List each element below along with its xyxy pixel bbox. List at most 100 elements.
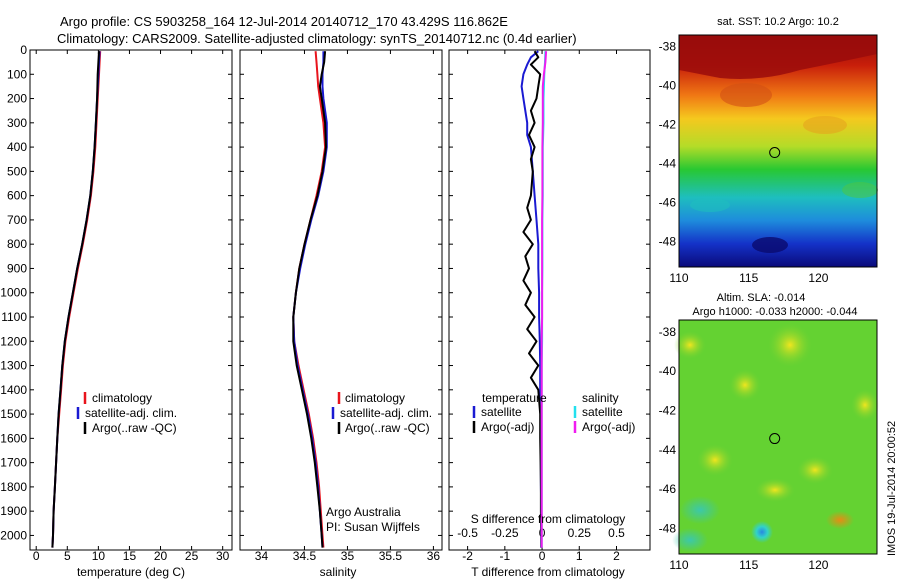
salinity-xlabel: salinity (320, 565, 357, 579)
salinity-panel-frame (239, 49, 443, 551)
figure-title-line2: Climatology: CARS2009. Satellite-adjuste… (57, 31, 577, 46)
x-tick-label: 36 (427, 549, 441, 563)
series-line-argo-raw-qc- (292, 51, 327, 548)
x-tick-label: 2 (613, 549, 620, 563)
map-y-tick-label: -46 (659, 196, 677, 210)
x-top-tick-label: 0.25 (568, 526, 592, 540)
legend-title-salinity: salinity (582, 391, 619, 405)
map-y-tick-label: -42 (659, 118, 677, 132)
map-y-tick-label: -42 (659, 403, 677, 417)
sst-map-image (679, 35, 878, 267)
y-tick-label: 900 (7, 261, 27, 275)
map-y-tick-label: -44 (659, 157, 677, 171)
legend-label-t-satellite: satellite (481, 405, 522, 419)
difference-series (520, 50, 548, 548)
salinity-legend: climatology satellite-adj. clim. Argo(..… (331, 391, 432, 435)
y-tick-label: 1300 (0, 359, 27, 373)
sla-map-title: Altim. SLA: -0.014 (717, 292, 806, 304)
sla-map-frame (678, 319, 878, 555)
sla-map-subtitle: Argo h1000: -0.033 h2000: -0.044 (692, 306, 857, 318)
map-x-tick-label: 120 (808, 271, 828, 285)
sla-map-image (672, 320, 879, 554)
temperature-xlabel: temperature (deg C) (77, 565, 185, 579)
y-tick-label: 1000 (0, 286, 27, 300)
legend-label-t-argo: Argo(-adj) (481, 420, 534, 434)
map-x-tick-label: 120 (808, 558, 828, 572)
series-line-climatology (292, 51, 327, 548)
x-tick-label: 10 (92, 549, 106, 563)
y-tick-label: 100 (7, 67, 27, 81)
legend-label-satellite: satellite-adj. clim. (340, 406, 432, 420)
y-tick-label: 200 (7, 92, 27, 106)
y-tick-label: 500 (7, 164, 27, 178)
series-line-satellite-adj-clim- (292, 51, 328, 548)
x-tick-label: 5 (64, 549, 71, 563)
y-tick-label: 1600 (0, 431, 27, 445)
temperature-legend: climatology satellite-adj. clim. Argo(..… (76, 391, 177, 435)
map-y-tick-label: -44 (659, 443, 677, 457)
imos-timestamp-text: IMOS 19-Jul-2014 20:00:52 (886, 420, 898, 556)
series-line-climatology (51, 51, 102, 548)
legend-label-climatology: climatology (345, 391, 405, 405)
figure-title-line1: Argo profile: CS 5903258_164 12-Jul-2014… (60, 14, 508, 29)
series-line-t-argo-adj- (522, 50, 543, 548)
y-tick-label: 700 (7, 213, 27, 227)
x-tick-label: 15 (123, 549, 137, 563)
x-tick-label: 20 (154, 549, 168, 563)
legend-label-s-satellite: satellite (582, 405, 623, 419)
legend-title-temperature: temperature (482, 391, 547, 405)
legend-label-climatology: climatology (92, 391, 152, 405)
map-y-tick-label: -46 (659, 482, 677, 496)
map-y-tick-label: -38 (659, 325, 677, 339)
y-tick-label: 600 (7, 189, 27, 203)
x-tick-label: -2 (462, 549, 473, 563)
y-tick-label: 1400 (0, 383, 27, 397)
map-y-tick-label: -40 (659, 79, 677, 93)
x-tick-label: 34.5 (293, 549, 317, 563)
y-tick-label: 1900 (0, 504, 27, 518)
axis-ticks: 0 5 10 15 20 25 300100200300400500600700800900… (0, 40, 877, 572)
map-y-tick-label: -48 (659, 235, 677, 249)
legend-label-satellite: satellite-adj. clim. (85, 406, 177, 420)
x-tick-label: 25 (185, 549, 199, 563)
salinity-series (292, 51, 328, 548)
y-tick-label: 1700 (0, 456, 27, 470)
sst-map-frame (678, 34, 878, 268)
y-tick-label: 2000 (0, 528, 27, 542)
series-line-t-satellite (520, 50, 543, 548)
x-tick-label: 35 (341, 549, 355, 563)
map-y-tick-label: -40 (659, 364, 677, 378)
sst-argo-position-marker (769, 147, 781, 159)
legend-label-s-argo: Argo(-adj) (582, 420, 635, 434)
x-tick-label: 30 (216, 549, 230, 563)
series-line-argo-raw-qc- (51, 51, 100, 548)
map-y-tick-label: -48 (659, 521, 677, 535)
x-tick-label: 34 (255, 549, 269, 563)
sla-argo-position-marker (769, 433, 781, 445)
map-x-tick-label: 110 (669, 271, 688, 285)
legend-label-argo: Argo(..raw -QC) (345, 421, 430, 435)
x-tick-label: 0 (539, 549, 546, 563)
salinity-annotation-line2: PI: Susan Wijffels (326, 520, 420, 534)
x-tick-label: 1 (576, 549, 583, 563)
x-tick-label: 35.5 (379, 549, 403, 563)
x-tick-label: 0 (33, 549, 40, 563)
y-tick-label: 400 (7, 140, 27, 154)
x-tick-label: -1 (499, 549, 510, 563)
map-x-tick-label: 115 (739, 271, 758, 285)
x-top-tick-label: -0.5 (457, 526, 478, 540)
difference-xlabel: T difference from climatology (471, 565, 625, 579)
difference-legend: temperature satellite Argo(-adj) salinit… (472, 391, 635, 434)
temperature-series (51, 51, 102, 548)
series-line-s-argo-adj- (540, 51, 548, 548)
imos-timestamp: IMOS 19-Jul-2014 20:00:52 (884, 378, 900, 556)
temperature-panel-frame (29, 49, 233, 551)
y-tick-label: 800 (7, 237, 27, 251)
y-tick-label: 1100 (1, 310, 27, 324)
difference-xlabel-top: S difference from climatology (471, 512, 626, 526)
x-top-tick-label: 0.5 (608, 526, 625, 540)
salinity-annotation-line1: Argo Australia (326, 505, 401, 519)
y-tick-label: 1200 (0, 334, 27, 348)
x-top-tick-label: -0.25 (491, 526, 519, 540)
